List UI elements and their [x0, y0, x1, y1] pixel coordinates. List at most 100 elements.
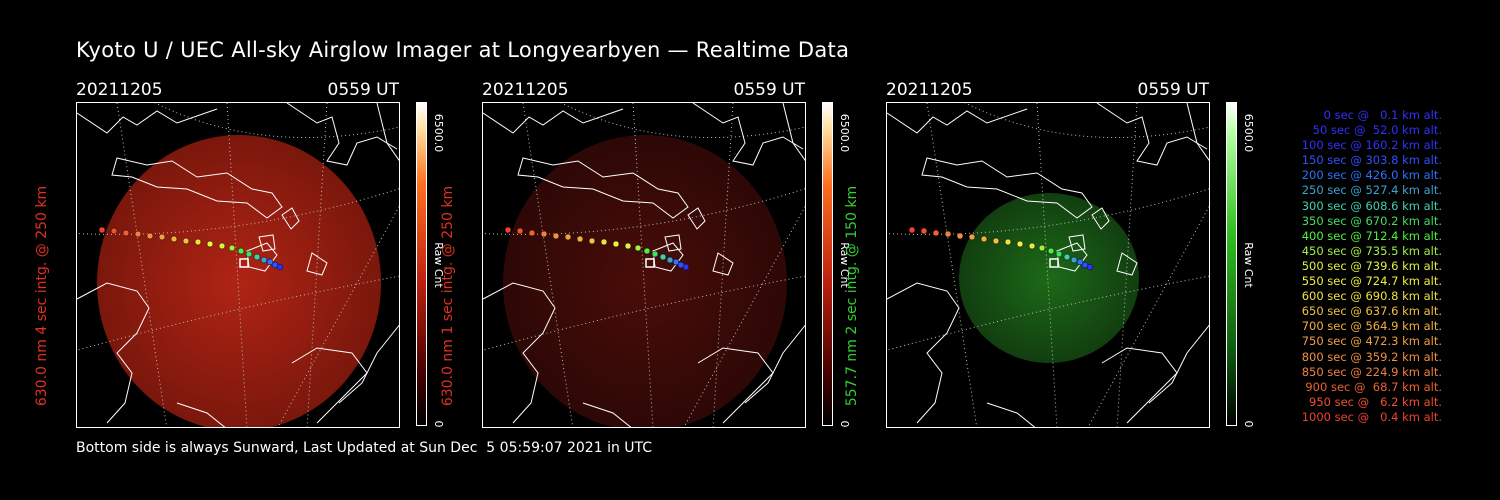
- trajectory-point: [588, 237, 596, 245]
- trajectory-point: [908, 226, 916, 234]
- legend-entry: 450 sec @ 735.5 km alt.: [1301, 243, 1442, 258]
- legend-entry: 100 sec @ 160.2 km alt.: [1301, 138, 1442, 153]
- trajectory-point: [600, 238, 608, 246]
- trajectory-point: [218, 242, 226, 250]
- trajectory-point: [1047, 247, 1055, 255]
- legend-entry: 400 sec @ 712.4 km alt.: [1301, 228, 1442, 243]
- legend-entry: 250 sec @ 527.4 km alt.: [1301, 183, 1442, 198]
- trajectory-point: [253, 253, 261, 261]
- airglow-image: [959, 193, 1139, 363]
- trajectory-point: [276, 263, 284, 271]
- legend-entry: 700 sec @ 564.9 km alt.: [1301, 319, 1442, 334]
- colorbar: [416, 102, 427, 426]
- colorbar-max-label: 6500.0: [1242, 113, 1255, 153]
- trajectory-point: [228, 244, 236, 252]
- launch-site-marker: [1049, 258, 1059, 268]
- trajectory-point: [206, 240, 214, 248]
- trajectory-point: [1016, 240, 1024, 248]
- trajectory-point: [1063, 253, 1071, 261]
- trajectory-point: [968, 233, 976, 241]
- trajectory-point: [1004, 238, 1012, 246]
- allsky-map: [76, 102, 400, 428]
- trajectory-point: [659, 253, 667, 261]
- rocket-trajectory: [504, 226, 690, 271]
- allsky-map: [886, 102, 1210, 428]
- trajectory-point: [1076, 258, 1084, 266]
- launch-site-marker: [239, 258, 249, 268]
- trajectory-point: [170, 235, 178, 243]
- coastlines: [77, 103, 399, 427]
- trajectory-point: [920, 227, 928, 235]
- trajectory-legend: 0 sec @ 0.1 km alt. 50 sec @ 52.0 km alt.…: [1262, 108, 1442, 425]
- panel-time: 0559 UT: [1137, 80, 1210, 100]
- trajectory-point: [1028, 242, 1036, 250]
- panel-date: 20211205: [76, 80, 163, 100]
- airglow-panel-630-1s: 20211205 0559 UT 630.0 nm 1 sec intg. @ …: [440, 80, 882, 430]
- trajectory-point: [643, 247, 651, 255]
- rocket-trajectory: [98, 226, 284, 271]
- airglow-image: [97, 135, 381, 427]
- launch-site-marker: [645, 258, 655, 268]
- trajectory-point: [576, 235, 584, 243]
- panel-date: 20211205: [482, 80, 569, 100]
- legend-entry: 600 sec @ 690.8 km alt.: [1301, 289, 1442, 304]
- legend-entry: 800 sec @ 359.2 km alt.: [1301, 349, 1442, 364]
- trajectory-point: [237, 247, 245, 255]
- trajectory-point: [540, 230, 548, 238]
- graticule: [887, 103, 1209, 427]
- colorbar: [822, 102, 833, 426]
- trajectory-point: [1086, 263, 1094, 271]
- page-title: Kyoto U / UEC All-sky Airglow Imager at …: [76, 38, 850, 62]
- trajectory-point: [992, 237, 1000, 245]
- trajectory-point: [552, 232, 560, 240]
- trajectory-point: [682, 263, 690, 271]
- airglow-panel-557-2s: 20211205 0559 UT 557.7 nm 2 sec intg. @ …: [844, 80, 1286, 430]
- colorbar-min-label: 0: [1242, 420, 1255, 428]
- legend-entry: 850 sec @ 224.9 km alt.: [1301, 364, 1442, 379]
- trajectory-point: [956, 232, 964, 240]
- trajectory-point: [980, 235, 988, 243]
- legend-entry: 200 sec @ 426.0 km alt.: [1301, 168, 1442, 183]
- coastlines: [483, 103, 805, 427]
- trajectory-point: [260, 256, 268, 264]
- legend-entry: 650 sec @ 637.6 km alt.: [1301, 304, 1442, 319]
- colorbar-unit-label: Raw Cnt: [1242, 242, 1255, 288]
- airglow-image: [503, 135, 787, 427]
- trajectory-point: [146, 232, 154, 240]
- legend-entry: 900 sec @ 68.7 km alt.: [1305, 379, 1442, 394]
- legend-entry: 550 sec @ 724.7 km alt.: [1301, 274, 1442, 289]
- trajectory-point: [110, 227, 118, 235]
- legend-entry: 50 sec @ 52.0 km alt.: [1312, 123, 1442, 138]
- legend-entry: 750 sec @ 472.3 km alt.: [1301, 334, 1442, 349]
- trajectory-point: [932, 229, 940, 237]
- legend-entry: 350 sec @ 670.2 km alt.: [1301, 213, 1442, 228]
- trajectory-point: [516, 227, 524, 235]
- trajectory-point: [194, 238, 202, 246]
- trajectory-point: [1055, 250, 1063, 258]
- graticule: [483, 103, 805, 427]
- trajectory-point: [245, 250, 253, 258]
- trajectory-point: [122, 229, 130, 237]
- trajectory-point: [182, 237, 190, 245]
- trajectory-point: [672, 258, 680, 266]
- trajectory-point: [98, 226, 106, 234]
- allsky-map: [482, 102, 806, 428]
- legend-entry: 1000 sec @ 0.4 km alt.: [1301, 409, 1442, 424]
- rocket-trajectory: [908, 226, 1094, 271]
- colorbar: [1226, 102, 1237, 426]
- legend-entry: 150 sec @ 303.8 km alt.: [1301, 153, 1442, 168]
- trajectory-point: [651, 250, 659, 258]
- panel-time: 0559 UT: [327, 80, 400, 100]
- trajectory-point: [666, 256, 674, 264]
- trajectory-point: [504, 226, 512, 234]
- legend-entry: 500 sec @ 739.6 km alt.: [1301, 258, 1442, 273]
- panel-time: 0559 UT: [733, 80, 806, 100]
- trajectory-point: [1038, 244, 1046, 252]
- trajectory-point: [564, 233, 572, 241]
- panel-ylabel: 630.0 nm 1 sec intg. @ 250 km: [440, 185, 456, 407]
- legend-entry: 0 sec @ 0.1 km alt.: [1323, 108, 1442, 122]
- trajectory-point: [612, 240, 620, 248]
- legend-entry: 300 sec @ 608.6 km alt.: [1301, 198, 1442, 213]
- legend-entry: 950 sec @ 6.2 km alt.: [1309, 394, 1442, 409]
- footer-status: Bottom side is always Sunward, Last Upda…: [76, 440, 653, 456]
